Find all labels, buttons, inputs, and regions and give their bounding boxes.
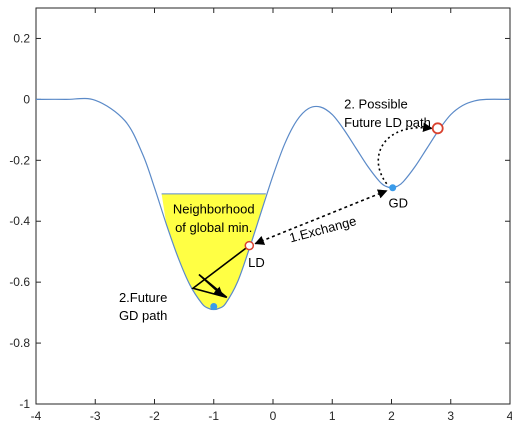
x-tick-label: 3 [447, 409, 454, 423]
x-tick-label: 0 [270, 409, 277, 423]
x-tick-label: 4 [507, 409, 512, 423]
gd-point [389, 184, 397, 192]
x-tick-label: 2 [388, 409, 395, 423]
future-gd-path [191, 244, 250, 299]
y-tick-label: -0.2 [9, 153, 30, 167]
neighborhood-region [161, 193, 266, 310]
axis-ticks: -4 -3 -2 -1 0 1 2 3 4 -1 -0.8 -0.6 -0.4 -0.2 0 0.2 [9, 8, 512, 423]
neighborhood-label-line2: of global min. [175, 220, 252, 235]
y-tick-label: -1 [19, 397, 30, 411]
possible-ld-path [377, 122, 433, 185]
future-gd-end-point [210, 303, 218, 311]
possible-ld-label-line1: 2. Possible [344, 97, 408, 112]
future-gd-label-line2: GD path [119, 308, 167, 323]
series-line [35, 97, 511, 311]
x-tick-label: 1 [329, 409, 336, 423]
y-tick-label: -0.4 [9, 214, 30, 228]
y-tick-label: -0.6 [9, 275, 30, 289]
y-tick-label: -0.8 [9, 336, 30, 350]
y-tick-label: 0 [23, 92, 30, 106]
future-gd-label-line1: 2.Future [119, 290, 167, 305]
ld-point [244, 240, 255, 251]
exchange-label: 1.Exchange [288, 213, 358, 245]
ld-label: LD [248, 255, 265, 270]
y-tick-label: 0.2 [13, 31, 30, 45]
axes-box [35, 7, 511, 405]
x-tick-label: -4 [31, 409, 42, 423]
neighborhood-label-line1: Neighborhood [173, 202, 255, 217]
x-tick-label: -2 [149, 409, 160, 423]
gd-label: GD [389, 196, 409, 211]
x-tick-label: -1 [208, 409, 219, 423]
future-ld-end-point [431, 122, 444, 135]
x-tick-label: -3 [90, 409, 101, 423]
possible-ld-label-line2: Future LD path [344, 115, 431, 130]
